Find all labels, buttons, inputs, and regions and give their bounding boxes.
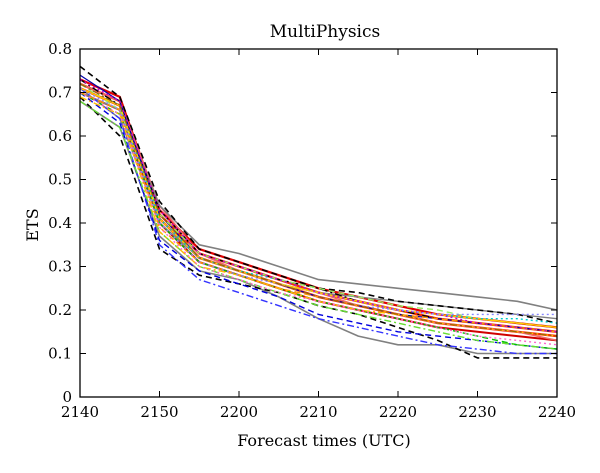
x-tick-label: 2140 (61, 403, 99, 421)
series-line-13 (79, 87, 557, 355)
series-line-9 (79, 65, 558, 324)
plot-frame (79, 48, 558, 398)
y-tick-label: 0.7 (48, 84, 72, 102)
series-line-10 (79, 96, 557, 359)
x-tick-label: 2220 (379, 403, 417, 421)
x-tick-label: 2230 (458, 403, 496, 421)
series-line-25 (79, 83, 558, 337)
chart-title: MultiPhysics (270, 22, 380, 42)
x-tick-label: 2240 (538, 403, 576, 421)
y-tick-label: 0.4 (48, 214, 72, 232)
y-tick-label: 0.3 (48, 258, 72, 276)
y-tick-label: 0.5 (48, 171, 72, 189)
y-tick-label: 0.8 (48, 40, 72, 58)
y-axis-label: ETS (23, 208, 42, 241)
y-tick-label: 0 (62, 388, 72, 406)
series-line-16 (79, 100, 558, 350)
x-axis: 2140 2150 2200 2210 2220 2230 2240 (61, 49, 576, 421)
y-axis: 0 0.1 0.2 0.3 0.4 0.5 0.6 0.7 0.8 (48, 40, 557, 406)
series-line-1 (79, 82, 558, 333)
series-layer (79, 65, 558, 359)
x-tick-label: 2200 (220, 403, 258, 421)
series-line-22 (79, 78, 558, 333)
x-tick-label: 2210 (299, 403, 337, 421)
y-tick-label: 0.1 (48, 345, 72, 363)
y-tick-label: 0.6 (48, 127, 72, 145)
series-line-23 (79, 91, 558, 346)
x-tick-label: 2150 (140, 403, 178, 421)
series-line-6 (79, 91, 558, 311)
y-tick-label: 0.2 (48, 301, 72, 319)
series-line-20 (79, 96, 558, 337)
x-axis-label: Forecast times (UTC) (237, 431, 411, 450)
